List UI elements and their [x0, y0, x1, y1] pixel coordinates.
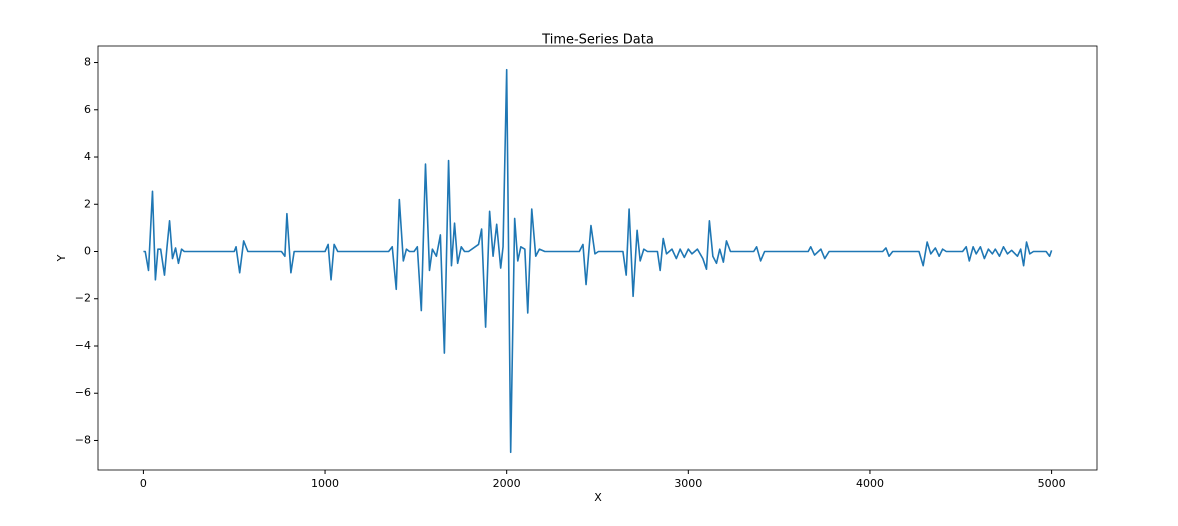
y-tick-label: 2: [84, 197, 91, 210]
y-tick-label: 4: [84, 150, 91, 163]
chart-title: Time-Series Data: [541, 33, 654, 48]
x-tick-label: 4000: [856, 477, 884, 490]
x-tick-label: 3000: [674, 477, 702, 490]
x-tick-label: 1000: [311, 477, 339, 490]
x-axis-label: X: [594, 491, 602, 504]
x-tick-label: 0: [140, 477, 147, 490]
data-line: [143, 68, 1053, 454]
x-tick-label: 5000: [1038, 477, 1066, 490]
x-tick-label: 2000: [493, 477, 521, 490]
y-tick-label: 6: [84, 103, 91, 116]
y-axis-label: Y: [55, 254, 68, 262]
y-tick-label: 8: [84, 56, 91, 69]
y-tick-label: −8: [75, 433, 91, 446]
y-tick-label: −2: [75, 292, 91, 305]
y-tick-label: 0: [84, 245, 91, 258]
y-tick-label: −4: [75, 339, 91, 352]
axes-frame: [97, 45, 1098, 471]
y-tick-label: −6: [75, 386, 91, 399]
